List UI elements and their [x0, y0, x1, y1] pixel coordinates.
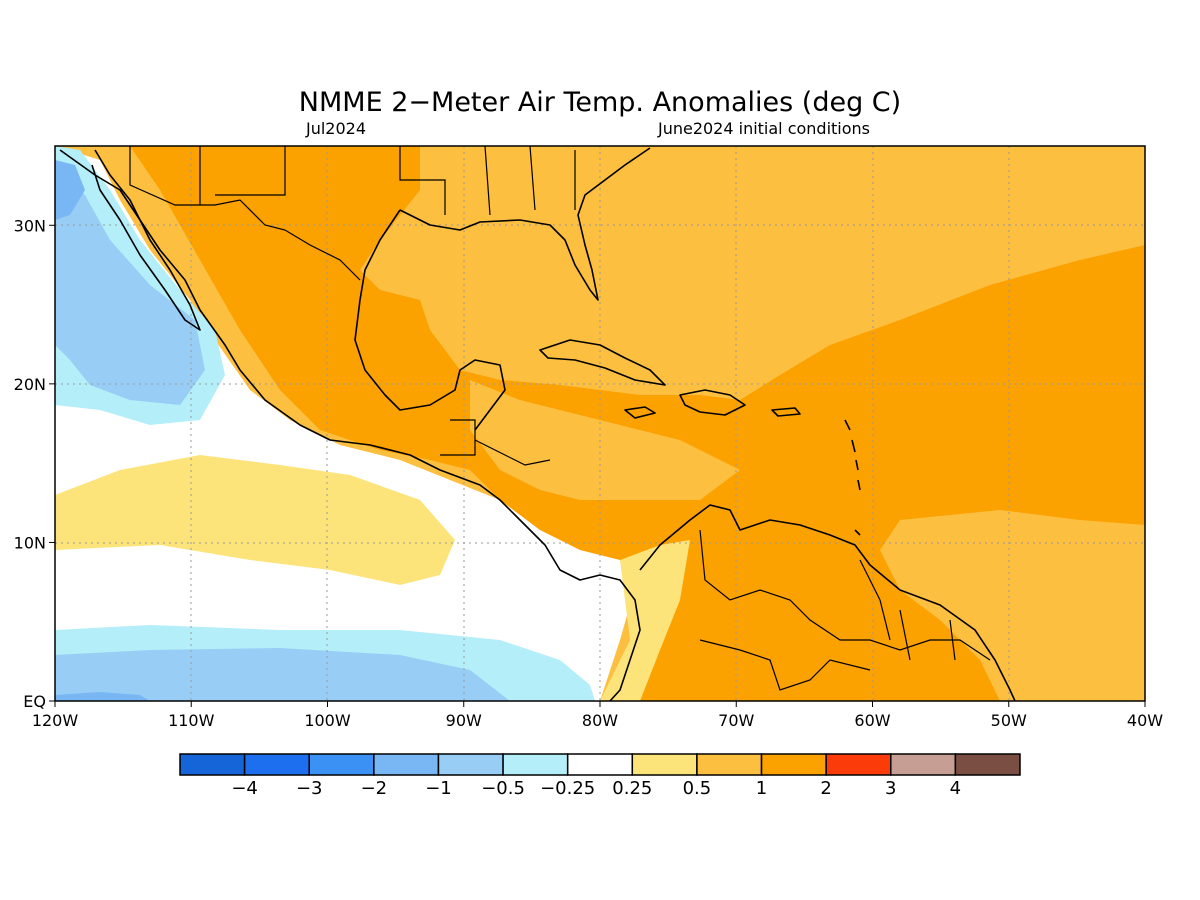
colorbar-swatch — [890, 753, 957, 776]
x-tick-label: 80W — [582, 711, 618, 730]
field-caribbean-05-1 — [470, 380, 740, 500]
colorbar-swatch — [502, 753, 569, 776]
colorbar-label: −3 — [296, 778, 323, 799]
field-pacific-cool-mid-south — [55, 648, 510, 701]
field-pacific-025-05-band — [55, 455, 455, 585]
colorbar-swatch — [825, 753, 892, 776]
field-gulf-atlantic-05-1 — [360, 146, 1145, 400]
colorbar-swatch — [631, 753, 698, 776]
colorbar-swatch — [696, 753, 763, 776]
colorbar-swatch — [373, 753, 440, 776]
colorbar-label: 0.25 — [612, 778, 652, 799]
figure-title: NMME 2−Meter Air Temp. Anomalies (deg C) — [299, 87, 901, 118]
colorbar-label: 3 — [885, 778, 896, 799]
colorbar-label: −0.25 — [540, 778, 595, 799]
colorbar-label: −0.5 — [481, 778, 525, 799]
x-tick-label: 40W — [1127, 711, 1163, 730]
field-eastatl-05-1 — [880, 510, 1145, 701]
colorbar-label: 1 — [756, 778, 767, 799]
colorbar-label: −4 — [231, 778, 258, 799]
field-pacific-cool-deep-north — [55, 160, 85, 220]
colorbar: −4 −3 −2 −1 −0.5 −0.25 0.25 0.5 1 2 3 4 — [179, 753, 1021, 799]
colorbar-swatch — [437, 753, 504, 776]
colorbar-label: 4 — [950, 778, 961, 799]
initial-conditions-label: June2024 initial conditions — [657, 119, 870, 138]
x-tick-label: 60W — [854, 711, 890, 730]
colorbar-swatch — [954, 753, 1021, 776]
y-tick-label: EQ — [23, 692, 46, 711]
gridlines — [55, 146, 1145, 701]
y-tick-label: 20N — [14, 375, 46, 394]
x-tick-label: 110W — [168, 711, 215, 730]
borders — [129, 146, 991, 691]
colorbar-label: −2 — [361, 778, 388, 799]
colorbar-swatch — [760, 753, 827, 776]
colorbar-label: 2 — [820, 778, 831, 799]
x-tick-label: 50W — [991, 711, 1027, 730]
field-pacific-cool-mid-north — [55, 170, 205, 405]
y-tick-label: 30N — [14, 216, 46, 235]
x-tick-label: 100W — [304, 711, 351, 730]
colorbar-swatch — [308, 753, 375, 776]
field-pacific-cool-deep-south — [55, 692, 150, 701]
colorbar-label: 0.5 — [683, 778, 712, 799]
field-gulf-inner-1-2 — [380, 300, 430, 360]
colorbar-label: −1 — [425, 778, 452, 799]
x-tick-label: 70W — [718, 711, 754, 730]
y-axis-ticks: EQ 10N 20N 30N — [14, 216, 55, 711]
x-axis-ticks: 120W 110W 100W 90W 80W 70W 60W 50W 40W — [32, 701, 1163, 730]
coastlines — [59, 147, 1016, 701]
field-pacific-neutral — [55, 146, 640, 701]
field-sa-west-025-05 — [600, 540, 690, 701]
y-tick-label: 10N — [14, 533, 46, 552]
colorbar-swatch — [243, 753, 310, 776]
field-sa-interior-1-2 — [660, 560, 800, 701]
map-panel — [55, 146, 1145, 701]
valid-month-label: Jul2024 — [305, 119, 366, 138]
colorbar-swatch — [566, 753, 634, 776]
x-tick-label: 90W — [446, 711, 482, 730]
x-tick-label: 120W — [32, 711, 79, 730]
colorbar-swatch — [179, 753, 246, 776]
